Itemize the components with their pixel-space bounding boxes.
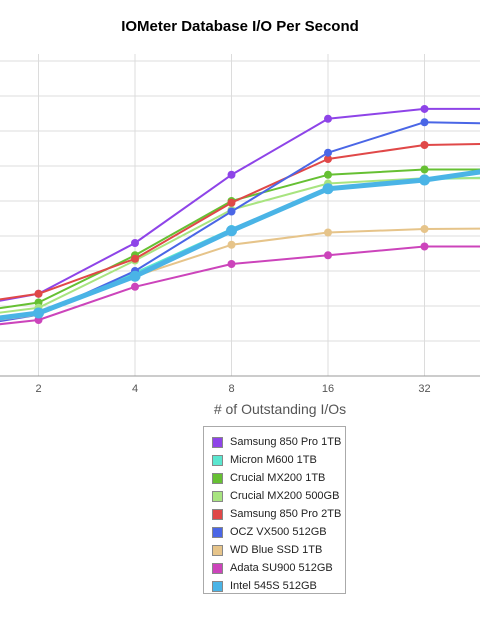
legend-item: Crucial MX200 1TB xyxy=(212,469,325,487)
data-point xyxy=(227,260,236,268)
data-point xyxy=(324,114,332,123)
legend-swatch xyxy=(212,526,223,538)
legend-item: Crucial MX200 500GB xyxy=(212,487,339,505)
data-point xyxy=(420,165,429,174)
data-point xyxy=(420,242,429,251)
series-layer xyxy=(0,104,480,326)
chart-title: IOMeter Database I/O Per Second xyxy=(121,18,359,35)
x-tick-label: 2 xyxy=(35,383,41,395)
data-point xyxy=(129,270,141,282)
legend-swatch xyxy=(212,454,223,466)
data-point xyxy=(33,307,44,319)
series-8 xyxy=(0,169,480,321)
legend-label: Adata SU900 512GB xyxy=(230,562,333,574)
legend-label: WD Blue SSD 1TB xyxy=(230,544,323,556)
legend-swatch xyxy=(212,472,223,484)
legend-label: Samsung 850 Pro 1TB xyxy=(230,436,342,448)
data-point xyxy=(322,183,334,195)
legend-item: Intel 545S 512GB xyxy=(212,577,317,595)
x-tick-label: 8 xyxy=(228,383,234,395)
data-point xyxy=(420,118,429,127)
series-line xyxy=(0,245,480,326)
legend-item: Micron M600 1TB xyxy=(212,451,317,469)
data-point xyxy=(227,240,236,249)
legend-swatch xyxy=(212,436,223,448)
data-point xyxy=(324,228,332,237)
data-point xyxy=(227,170,236,179)
data-point xyxy=(420,141,429,149)
legend-label: OCZ VX500 512GB xyxy=(230,526,327,538)
data-point xyxy=(420,225,429,233)
data-point xyxy=(419,174,430,186)
legend-swatch xyxy=(212,490,223,502)
legend-label: Crucial MX200 1TB xyxy=(230,472,326,484)
grid-lines xyxy=(0,54,480,376)
series-4 xyxy=(0,141,480,301)
data-point xyxy=(420,104,429,113)
series-2 xyxy=(0,165,480,310)
data-point xyxy=(324,155,332,163)
x-axis-label: # of Outstanding I/Os xyxy=(213,401,347,417)
data-point xyxy=(227,198,236,207)
x-tick-label: 32 xyxy=(418,383,430,395)
data-point xyxy=(226,225,237,237)
data-point xyxy=(131,282,139,291)
legend-label: Micron M600 1TB xyxy=(230,454,317,466)
data-point xyxy=(131,239,139,247)
legend-swatch xyxy=(212,544,223,556)
legend-label: Crucial MX200 500GB xyxy=(230,490,340,502)
data-point xyxy=(324,170,332,179)
legend-swatch xyxy=(212,562,223,574)
data-point xyxy=(131,254,139,263)
legend-item: Adata SU900 512GB xyxy=(212,559,333,577)
series-line xyxy=(0,169,480,321)
legend-item: OCZ VX500 512GB xyxy=(212,523,327,541)
data-point xyxy=(34,289,43,298)
legend-item: Samsung 850 Pro 2TB xyxy=(212,505,341,523)
data-point xyxy=(324,251,332,260)
legend-label: Samsung 850 Pro 2TB xyxy=(230,508,342,520)
legend-swatch xyxy=(212,580,223,592)
x-tick-label: 4 xyxy=(132,383,138,395)
legend-item: WD Blue SSD 1TB xyxy=(212,541,322,559)
legend-swatch xyxy=(212,508,223,520)
data-point xyxy=(324,148,332,157)
data-point xyxy=(227,207,236,216)
legend-label: Intel 545S 512GB xyxy=(230,580,317,592)
series-7 xyxy=(0,242,480,326)
x-axis: 2 4 8 16 32 xyxy=(0,375,480,395)
x-tick-label: 16 xyxy=(322,383,334,395)
series-line xyxy=(0,227,480,321)
legend-item: Samsung 850 Pro 1TB xyxy=(212,433,341,451)
legend: Samsung 850 Pro 1TB Micron M600 1TB Crucia… xyxy=(203,426,346,594)
